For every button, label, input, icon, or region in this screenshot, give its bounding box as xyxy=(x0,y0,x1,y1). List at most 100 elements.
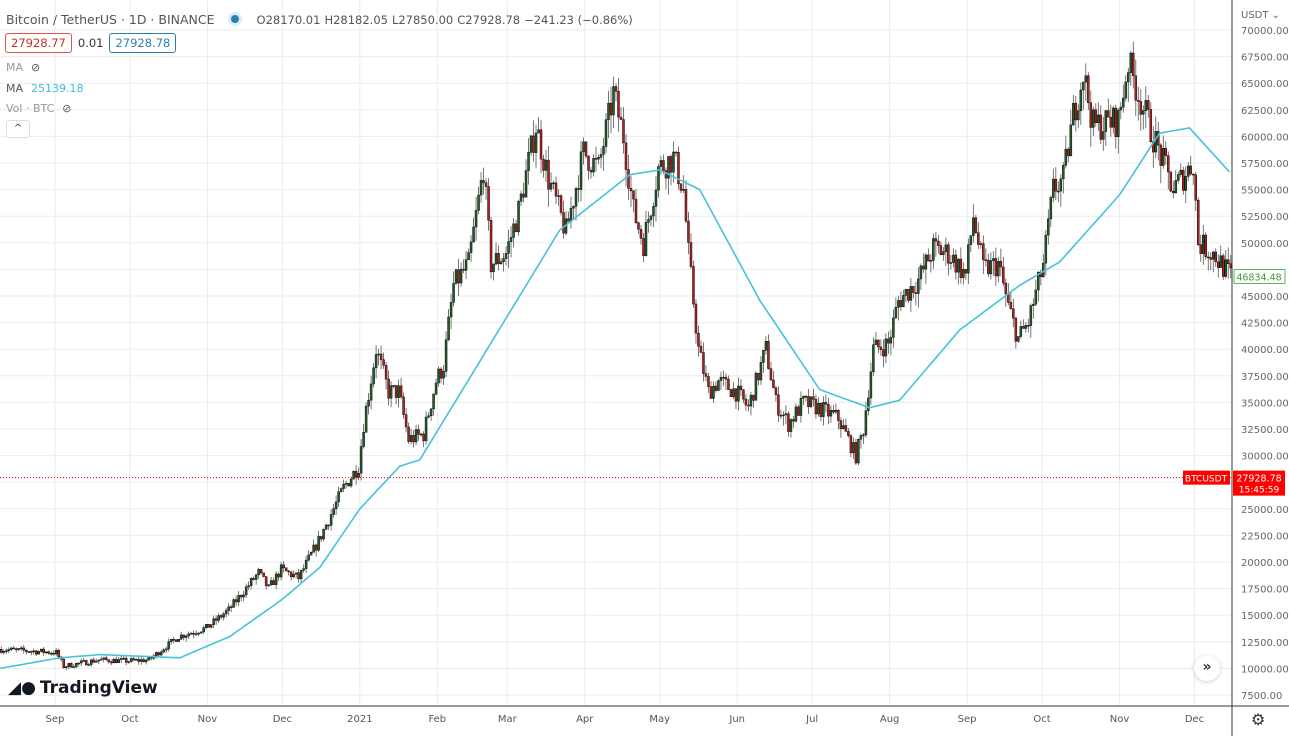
candle-up xyxy=(657,166,660,191)
candle-down xyxy=(1139,101,1143,115)
symbol-title[interactable]: Bitcoin / TetherUS · 1D · BINANCE xyxy=(6,12,215,27)
candle-up xyxy=(1047,218,1050,236)
symbol-tag xyxy=(1183,470,1230,485)
candle-up xyxy=(392,385,395,387)
candle-up xyxy=(857,438,860,464)
x-tick-label: Dec xyxy=(1185,714,1204,725)
candle-up xyxy=(929,260,933,262)
candle-down xyxy=(814,399,818,415)
candle-up xyxy=(134,659,138,661)
collapse-legend-button[interactable]: ^ xyxy=(6,120,30,138)
candle-down xyxy=(1204,234,1208,258)
candle-up xyxy=(197,632,200,635)
candle-down xyxy=(614,86,618,92)
candle-up xyxy=(794,406,798,422)
candle-down xyxy=(1004,282,1008,295)
candle-up xyxy=(97,659,100,662)
candle-down xyxy=(14,648,18,651)
indicator-ma-2[interactable]: MA 25139.18 xyxy=(6,82,84,95)
candle-up xyxy=(942,251,945,256)
candle-down xyxy=(779,414,783,417)
candle-down xyxy=(462,268,465,271)
candle-down xyxy=(559,195,563,213)
candle-down xyxy=(239,595,243,598)
candle-up xyxy=(339,488,343,493)
candle-down xyxy=(382,359,385,366)
candle-up xyxy=(1079,89,1083,112)
candle-up xyxy=(789,419,793,432)
candle-down xyxy=(947,244,950,264)
candle-down xyxy=(797,406,800,416)
candle-down xyxy=(24,649,28,652)
candle-up xyxy=(1177,174,1180,181)
buy-button[interactable]: 27928.78 xyxy=(109,33,177,53)
y-tick-label: 55000.00 xyxy=(1241,186,1289,197)
candle-down xyxy=(514,223,518,233)
symbol-tag-label: BTCUSDT xyxy=(1185,475,1228,485)
candle-down xyxy=(287,570,290,573)
indicator-volume[interactable]: Vol · BTC ⊘ xyxy=(6,102,71,115)
candle-down xyxy=(157,652,160,656)
candle-down xyxy=(679,183,683,191)
candle-down xyxy=(539,129,543,160)
candle-up xyxy=(9,647,13,650)
currency-selector[interactable]: USDT ⌄ xyxy=(1241,10,1281,21)
candle-up xyxy=(749,394,753,407)
y-tick-label: 40000.00 xyxy=(1241,345,1289,356)
candle-down xyxy=(109,661,113,664)
indicator-ma-1[interactable]: MA ⊘ xyxy=(6,61,40,74)
countdown-label: 15:45:59 xyxy=(1239,486,1280,496)
candle-up xyxy=(1154,131,1158,153)
candle-up xyxy=(442,371,445,379)
candle-up xyxy=(224,610,228,615)
candle-down xyxy=(629,188,633,192)
sell-button[interactable]: 27928.77 xyxy=(5,33,72,53)
candle-up xyxy=(1224,259,1228,277)
candle-up xyxy=(607,102,610,120)
settings-gear-icon[interactable]: ⚙ xyxy=(1251,710,1266,729)
candle-up xyxy=(1162,147,1165,166)
candle-down xyxy=(744,398,748,406)
candle-down xyxy=(1149,109,1153,142)
candle-down xyxy=(547,159,550,190)
candle-up xyxy=(1069,124,1073,157)
candle-up xyxy=(64,666,68,668)
candle-down xyxy=(1089,102,1093,128)
tradingview-logo[interactable]: ◢● TradingView xyxy=(8,678,158,698)
candle-down xyxy=(104,657,108,661)
candle-down xyxy=(912,286,915,293)
candle-up xyxy=(7,649,10,651)
candle-down xyxy=(837,409,840,421)
scroll-to-realtime-button[interactable]: » xyxy=(1194,655,1220,681)
candle-up xyxy=(1059,178,1063,192)
eye-off-icon[interactable]: ⊘ xyxy=(62,102,72,115)
candle-up xyxy=(244,586,248,596)
candle-up xyxy=(72,666,75,669)
candle-up xyxy=(1032,303,1035,306)
candle-down xyxy=(707,376,710,387)
x-tick-label: Jun xyxy=(728,714,745,725)
candle-up xyxy=(1142,110,1145,115)
candle-up xyxy=(249,578,253,586)
candle-down xyxy=(354,470,358,478)
eye-off-icon[interactable]: ⊘ xyxy=(31,61,41,74)
candle-down xyxy=(567,218,570,222)
candle-up xyxy=(164,648,168,651)
x-tick-label: Sep xyxy=(46,714,65,725)
candle-down xyxy=(839,420,843,429)
candle-up xyxy=(892,317,895,338)
candle-down xyxy=(959,258,963,278)
candle-up xyxy=(1127,72,1130,83)
y-tick-label: 70000.00 xyxy=(1241,26,1289,37)
candle-up xyxy=(119,658,123,660)
candle-up xyxy=(317,536,320,551)
candle-up xyxy=(342,484,345,489)
candle-up xyxy=(869,371,873,399)
candle-down xyxy=(282,564,285,569)
candle-up xyxy=(167,641,170,650)
candle-up xyxy=(509,237,513,242)
candle-up xyxy=(557,195,560,197)
candle-up xyxy=(204,624,208,628)
candle-up xyxy=(667,156,670,179)
